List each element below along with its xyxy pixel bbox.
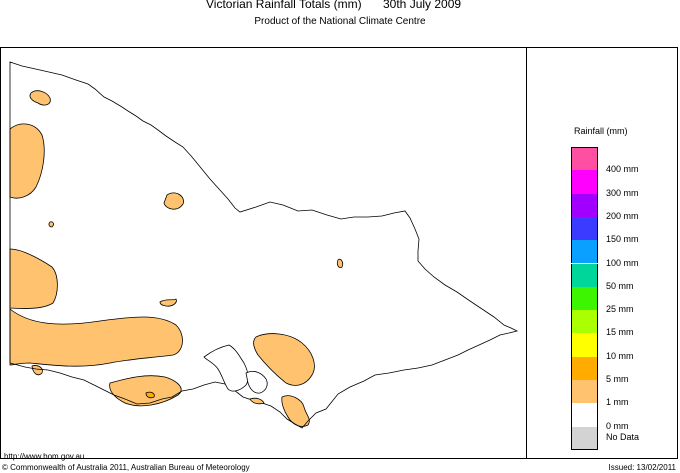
map-frame bbox=[0, 47, 678, 459]
legend-label: 10 mm bbox=[606, 350, 634, 361]
rain-area-northwest-small bbox=[29, 90, 51, 106]
legend-label: 300 mm bbox=[606, 187, 639, 198]
legend-label: 400 mm bbox=[606, 164, 639, 175]
phillip-island bbox=[249, 397, 265, 405]
legend-label: 100 mm bbox=[606, 257, 639, 268]
legend-label: 200 mm bbox=[606, 210, 639, 221]
rain-area-mid-west bbox=[163, 192, 184, 210]
rain-area-otways bbox=[109, 375, 182, 407]
rainfall-areas bbox=[9, 90, 344, 427]
legend-swatch bbox=[571, 240, 598, 264]
legend-swatch bbox=[571, 380, 598, 404]
map-subtitle: Product of the National Climate Centre bbox=[254, 16, 426, 27]
legend-label: 50 mm bbox=[606, 280, 634, 291]
legend-swatch bbox=[571, 170, 598, 194]
legend-swatch bbox=[571, 193, 598, 217]
rain-area-dot-2 bbox=[336, 258, 344, 268]
victoria-outline bbox=[9, 61, 519, 429]
legend-label: 150 mm bbox=[606, 234, 639, 245]
rain-area-coast-dot bbox=[31, 365, 43, 376]
source-url[interactable]: http://www.bom.gov.au bbox=[4, 452, 85, 461]
map-title: Victorian Rainfall Totals (mm) bbox=[206, 0, 362, 11]
legend-swatch bbox=[571, 286, 598, 311]
western-port-outline bbox=[245, 371, 268, 394]
copyright-notice: © Commonwealth of Australia 2011, Austra… bbox=[2, 463, 250, 472]
legend-label: 5 mm bbox=[606, 374, 629, 384]
rain-area-central-east bbox=[253, 333, 315, 386]
legend-title: Rainfall (mm) bbox=[574, 126, 628, 136]
legend-swatch-no-data bbox=[571, 426, 598, 450]
rain-area-otways-inner bbox=[145, 391, 155, 399]
legend-label: 25 mm bbox=[606, 304, 634, 315]
port-phillip-bay-outline bbox=[203, 344, 249, 392]
rain-area-west-large bbox=[9, 123, 45, 199]
legend-label: 15 mm bbox=[606, 327, 634, 338]
legend-swatch bbox=[571, 310, 598, 334]
legend-divider bbox=[526, 47, 527, 459]
rain-area-southwest-upper bbox=[9, 248, 58, 309]
rain-area-southwest-coast bbox=[9, 308, 183, 367]
legend-swatch bbox=[571, 147, 598, 171]
legend-swatch bbox=[571, 216, 598, 241]
issued-date: Issued: 13/02/2011 bbox=[608, 463, 676, 472]
rain-area-westernport bbox=[281, 395, 310, 427]
legend-label-no-data: No Data bbox=[606, 431, 640, 442]
legend-swatch bbox=[571, 263, 598, 287]
map-date: 30th July 2009 bbox=[383, 0, 462, 11]
victoria-rainfall-map bbox=[9, 61, 519, 429]
legend-swatch bbox=[571, 356, 598, 380]
legend-swatch bbox=[571, 403, 598, 427]
rain-area-small-patch bbox=[159, 298, 177, 307]
rain-area-dot-1 bbox=[48, 221, 54, 228]
legend-swatch bbox=[571, 333, 598, 357]
legend-label: 0 mm bbox=[606, 420, 629, 431]
legend-label: 1 mm bbox=[606, 397, 629, 408]
